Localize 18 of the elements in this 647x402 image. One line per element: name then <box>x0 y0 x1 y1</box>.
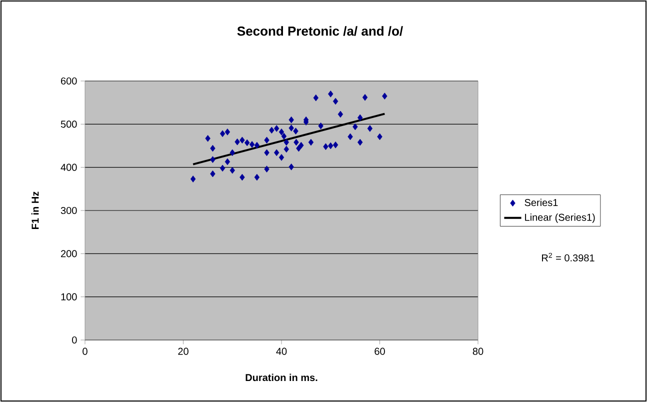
y-axis-title: F1 in Hz <box>31 192 39 229</box>
x-tick-label: 60 <box>374 348 385 355</box>
y-tick-label: 600 <box>61 77 77 85</box>
y-tick-label: 400 <box>60 164 77 171</box>
x-tick-label: 0 <box>82 348 88 355</box>
y-tick-label: 100 <box>61 293 77 300</box>
x-tick-label: 80 <box>472 348 484 355</box>
y-tick-label: 500 <box>60 120 77 128</box>
legend-label: Linear (Series1) <box>525 214 595 223</box>
text: R$^{2}$ = 0.3981 <box>542 252 594 262</box>
y-tick-label: 0 <box>72 336 77 344</box>
chart-title: Second Pretonic /a/ and /o/ <box>237 26 403 36</box>
x-tick-label: 20 <box>178 348 188 355</box>
y-tick-label: 200 <box>61 250 77 258</box>
y-tick-label: 300 <box>60 206 77 214</box>
legend-label: Series1 <box>524 198 558 206</box>
x-tick-label: 40 <box>276 348 287 355</box>
x-axis-title: Duration in ms. <box>246 374 318 382</box>
